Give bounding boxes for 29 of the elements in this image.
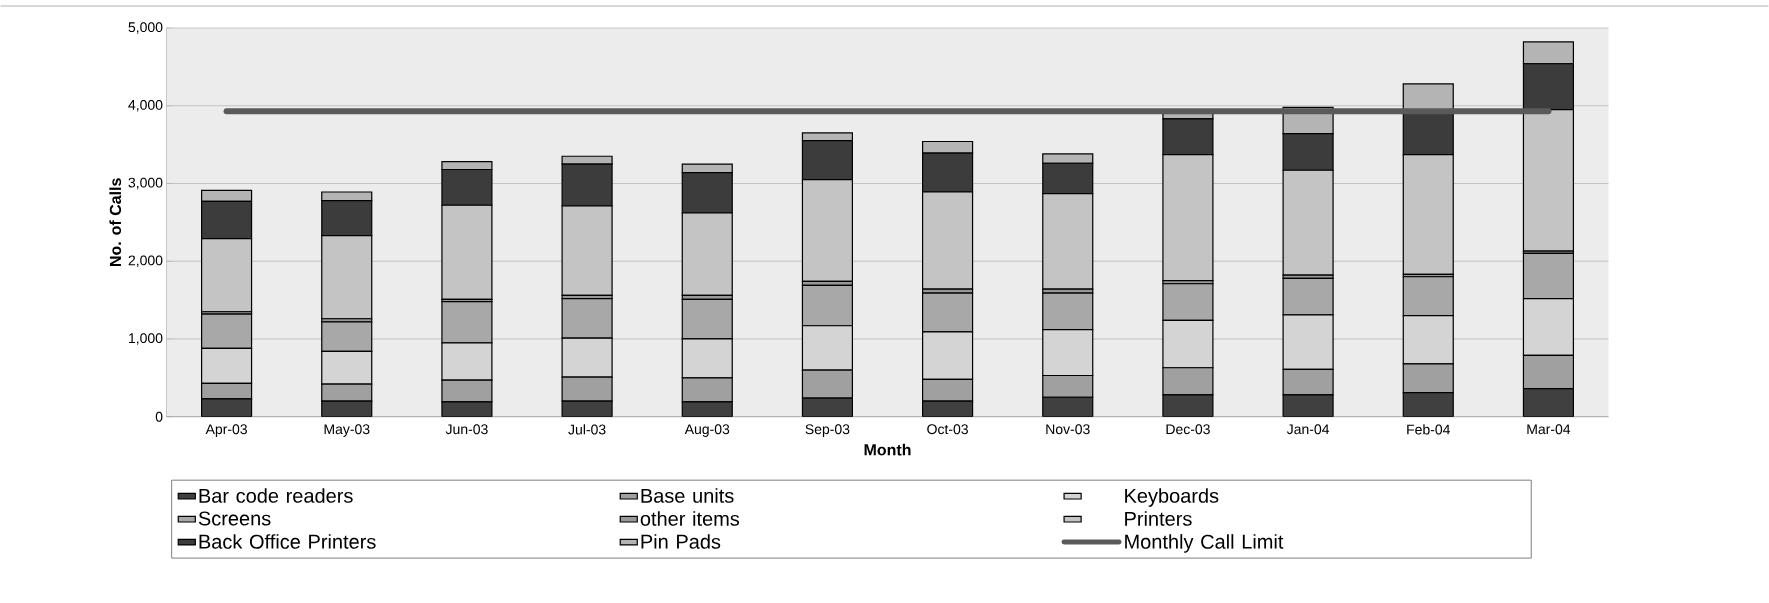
y-tick-label: 4,000 (128, 100, 163, 112)
x-tick-label: Feb-04 (1407, 424, 1450, 435)
x-tick-label: Aug-03 (684, 424, 730, 438)
x-tick-label: Nov-03 (1046, 424, 1090, 435)
x-tick-label: Jun-03 (445, 424, 488, 435)
y-axis-title: No. of Calls (109, 178, 122, 267)
y-tick-label: 0 (155, 411, 163, 422)
legend-label: Screens (198, 511, 271, 526)
x-tick-label: Jul-03 (568, 424, 606, 435)
y-tick-label: 5,000 (128, 22, 163, 34)
legend-label: Back Office Printers (199, 534, 376, 549)
y-tick-label: 1,000 (129, 333, 163, 345)
x-axis-title: Month (864, 443, 911, 456)
x-tick-label: Dec-03 (1166, 424, 1210, 435)
y-tick-label: 3,000 (128, 177, 163, 190)
x-tick-label: May-03 (324, 424, 370, 438)
x-tick-label: Apr-03 (205, 424, 247, 438)
x-tick-label: Mar-04 (1527, 424, 1571, 435)
legend-label: Monthly Call Limit (1125, 534, 1284, 553)
x-tick-label: Sep-03 (805, 424, 850, 438)
x-tick-label: Oct-03 (927, 424, 968, 435)
legend-label: Printers (1125, 511, 1192, 527)
legend-label: Pin Pads (641, 534, 721, 549)
legend-label: Base units (641, 488, 734, 504)
legend-label: other items (640, 511, 740, 527)
legend-label: Bar code readers (199, 488, 353, 504)
x-tick-label: Jan-04 (1286, 424, 1330, 435)
legend-label: Keyboards (1125, 488, 1219, 508)
y-tick-label: 2,000 (128, 255, 163, 268)
